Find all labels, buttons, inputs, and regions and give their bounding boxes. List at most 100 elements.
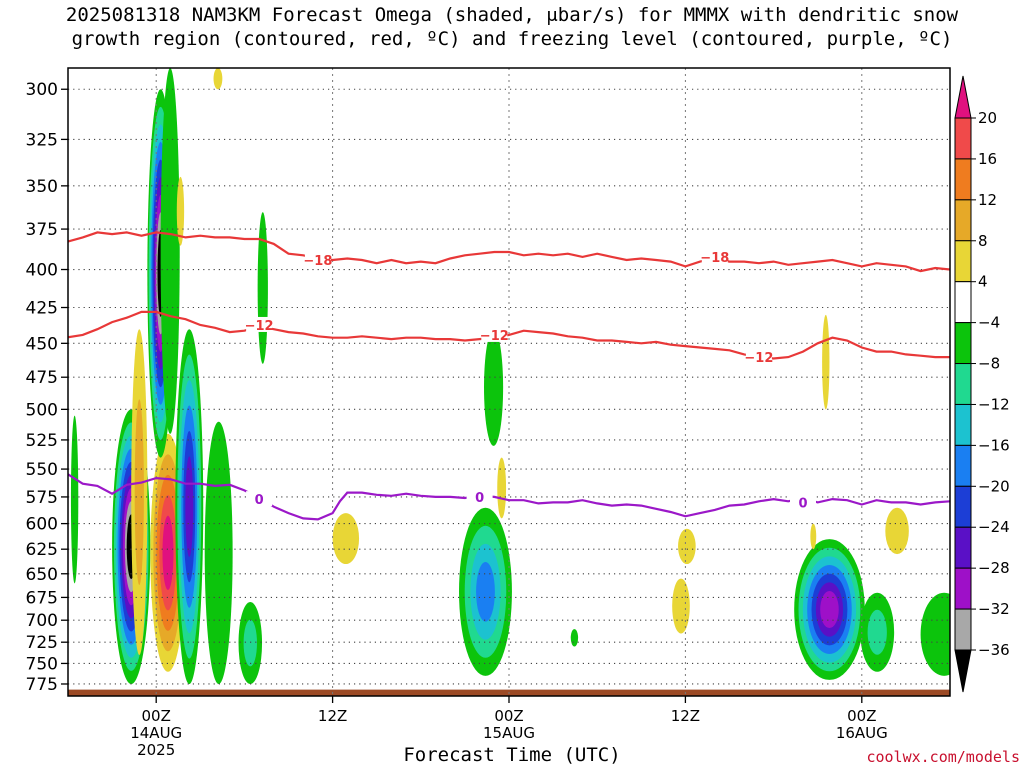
colorbar-band-6 <box>954 363 972 405</box>
x-tick-label-6-2: 2025 <box>137 741 175 759</box>
chart-title-line2: growth region (contoured, red, ºC) and f… <box>71 28 953 50</box>
contour-label-bg--12-0 <box>246 316 273 332</box>
colorbar-band-1 <box>954 158 972 201</box>
contour-label-bg--18-1 <box>701 248 728 264</box>
y-tick-label-550: 550 <box>26 460 58 480</box>
colorbar-band-3 <box>954 240 972 283</box>
x-tick-label-30-0: 00Z <box>494 707 523 725</box>
colorbar-band-10 <box>954 526 972 569</box>
contour-label-0-0: 0 <box>255 493 264 508</box>
y-tick-400: 400 <box>26 261 68 281</box>
omega-cell-10-level-0 <box>176 176 185 246</box>
y-tick-label-725: 725 <box>26 633 58 653</box>
omega-cell-8-level-1 <box>243 619 257 667</box>
y-tick-650: 650 <box>26 565 68 585</box>
omega-cell-19-level-6 <box>820 590 839 629</box>
y-tick-350: 350 <box>26 177 68 197</box>
omega-cell-17-level-0 <box>678 528 696 565</box>
contour-label-bg--12-2 <box>745 349 772 365</box>
colorbar-label-6: −8 <box>978 355 1000 373</box>
colorbar-band-8 <box>954 444 972 487</box>
y-tick-label-400: 400 <box>26 261 58 281</box>
omega-cell-22-level-0 <box>920 592 950 676</box>
colorbar-label-3: 8 <box>978 232 988 250</box>
x-tick-label-30-1: 15AUG <box>483 724 535 742</box>
omega-cell-9-level-0 <box>257 212 268 364</box>
colorbar-label-1: 16 <box>978 150 997 168</box>
omega-cell-13-level-3 <box>476 561 495 622</box>
x-tick-label-6-1: 14AUG <box>130 724 182 742</box>
y-tick-500: 500 <box>26 400 68 420</box>
y-tick-label-500: 500 <box>26 400 58 420</box>
colorbar-top-arrow <box>954 75 972 119</box>
y-tick-label-625: 625 <box>26 540 58 560</box>
y-tick-label-750: 750 <box>26 654 58 674</box>
contour-label--18-1: −18 <box>700 251 729 266</box>
omega-cell-24-level-0 <box>822 314 830 410</box>
contour-label--12-2: −12 <box>744 351 773 366</box>
y-tick-label-475: 475 <box>26 368 58 388</box>
y-tick-675: 675 <box>26 588 68 608</box>
omega-cell-2-level-1 <box>134 399 144 585</box>
omega-cell-12-level-0 <box>332 513 360 565</box>
contour-line--18 <box>68 231 950 273</box>
y-tick-label-425: 425 <box>26 299 58 319</box>
colorbar-label-8: −16 <box>978 436 1010 454</box>
y-tick-label-600: 600 <box>26 515 58 535</box>
omega-cell-11-level-0 <box>213 68 223 90</box>
omega-cell-5-level-0 <box>160 68 180 434</box>
y-tick-label-375: 375 <box>26 220 58 240</box>
y-tick-425: 425 <box>26 299 68 319</box>
contour-label-0-1: 0 <box>475 491 484 506</box>
y-axis-ticks: 300 325 350 375 400 425 450 475 500 525 550 575 600 6… <box>26 80 68 695</box>
y-tick-700: 700 <box>26 611 68 631</box>
colorbar-band-9 <box>954 485 972 528</box>
colorbar-label-12: −32 <box>978 600 1010 618</box>
x-tick-label-6-0: 00Z <box>142 707 171 725</box>
colorbar: 20 16 12 8 4 −4 −8 −12 −16 −20 −24 −28 −32 −36 <box>954 75 1010 693</box>
omega-cell-18-level-0 <box>672 578 690 634</box>
colorbar-bottom-arrow <box>954 649 972 693</box>
colorbar-band-12 <box>954 608 972 651</box>
colorbar-label-10: −24 <box>978 518 1010 536</box>
colorbar-band-5 <box>954 322 972 365</box>
source-credit: coolwx.com/models <box>866 748 1020 766</box>
contour-label-bg--12-1 <box>481 326 508 342</box>
y-tick-label-675: 675 <box>26 588 58 608</box>
omega-cell-14-level-0 <box>484 329 504 446</box>
omega-cell-0-level-0 <box>70 415 79 584</box>
x-tick-label-54-0: 00Z <box>847 707 876 725</box>
contour-label--12-1: −12 <box>480 329 509 344</box>
contour-label-bg--18-0 <box>304 252 331 268</box>
x-tick-18: 12Z <box>318 696 347 725</box>
y-tick-625: 625 <box>26 540 68 560</box>
y-tick-375: 375 <box>26 220 68 240</box>
x-tick-label-18-0: 12Z <box>318 707 347 725</box>
colorbar-band-0 <box>954 117 972 160</box>
y-tick-label-650: 650 <box>26 565 58 585</box>
colorbar-label-5: −4 <box>978 314 1000 332</box>
colorbar-label-2: 12 <box>978 191 997 209</box>
x-tick-42: 12Z <box>671 696 700 725</box>
y-tick-575: 575 <box>26 488 68 508</box>
omega-cell-3-level-4 <box>162 515 174 590</box>
y-tick-775: 775 <box>26 675 68 695</box>
colorbar-band-4 <box>954 281 972 324</box>
x-tick-label-42-0: 12Z <box>671 707 700 725</box>
y-tick-label-575: 575 <box>26 488 58 508</box>
y-tick-label-450: 450 <box>26 334 58 354</box>
omega-cell-16-level-0 <box>570 629 579 647</box>
y-tick-label-300: 300 <box>26 80 58 100</box>
y-tick-475: 475 <box>26 368 68 388</box>
contour-label-bg-0-0 <box>246 491 273 507</box>
y-tick-450: 450 <box>26 334 68 354</box>
colorbar-band-11 <box>954 567 972 610</box>
colorbar-label-9: −20 <box>978 477 1010 495</box>
contour-label-0-2: 0 <box>798 496 807 511</box>
x-tick-label-54-1: 16AUG <box>836 724 888 742</box>
omega-cell-7-level-0 <box>204 421 233 684</box>
colorbar-label-7: −12 <box>978 395 1010 413</box>
